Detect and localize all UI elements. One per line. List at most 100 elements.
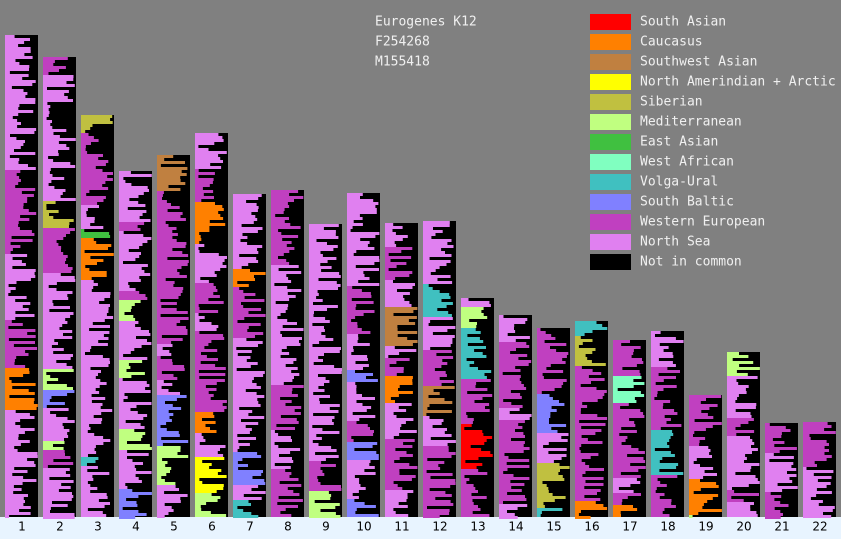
segment xyxy=(233,218,258,221)
segment xyxy=(461,355,487,358)
segment xyxy=(81,178,113,181)
segment xyxy=(689,488,701,491)
segment xyxy=(537,373,543,376)
segment xyxy=(727,394,739,397)
segment xyxy=(309,488,342,491)
segment xyxy=(271,415,281,418)
segment xyxy=(119,477,139,480)
segment xyxy=(157,173,187,176)
segment xyxy=(537,442,549,445)
chromosome-label: 15 xyxy=(546,520,561,534)
legend-label: East Asian xyxy=(640,135,718,150)
segment xyxy=(119,216,140,219)
segment xyxy=(537,340,545,343)
segment xyxy=(119,372,145,375)
segment xyxy=(195,235,201,238)
segment xyxy=(347,361,356,364)
segment xyxy=(157,419,172,422)
segment xyxy=(81,211,87,214)
segment xyxy=(461,424,472,427)
segment xyxy=(727,361,754,364)
chromosome-label: 20 xyxy=(736,520,751,534)
segment xyxy=(43,156,49,159)
segment xyxy=(613,460,646,463)
segment xyxy=(461,337,480,340)
chromosome-label: 19 xyxy=(698,520,713,534)
segment xyxy=(423,437,431,440)
segment xyxy=(613,451,645,454)
segment xyxy=(803,446,825,449)
segment xyxy=(271,304,289,307)
segment xyxy=(43,174,53,177)
segment xyxy=(233,500,249,503)
segment xyxy=(5,461,35,464)
segment xyxy=(5,245,21,248)
segment xyxy=(765,477,790,480)
segment xyxy=(803,452,825,455)
segment xyxy=(613,496,628,499)
segment xyxy=(5,110,34,113)
segment xyxy=(43,459,54,462)
segment xyxy=(43,492,72,495)
segment xyxy=(689,395,722,398)
segment xyxy=(43,327,60,330)
header-line: Eurogenes K12 xyxy=(375,15,477,30)
segment xyxy=(423,323,429,326)
segment xyxy=(271,328,304,331)
segment xyxy=(423,473,453,476)
segment xyxy=(385,277,396,280)
segment xyxy=(499,477,530,480)
segment xyxy=(613,412,644,415)
segment xyxy=(385,505,408,508)
segment xyxy=(727,514,758,517)
chromosome-label: 7 xyxy=(246,520,254,534)
segment xyxy=(119,171,131,174)
segment xyxy=(43,159,54,162)
segment xyxy=(347,379,378,382)
segment xyxy=(271,208,285,211)
segment xyxy=(423,305,447,308)
segment xyxy=(157,395,187,398)
header-line: F254268 xyxy=(375,35,430,50)
segment xyxy=(461,475,465,478)
segment xyxy=(195,439,206,442)
segment xyxy=(461,298,469,301)
segment xyxy=(423,314,452,317)
segment xyxy=(157,230,173,233)
segment xyxy=(461,310,482,313)
segment xyxy=(5,494,28,497)
segment xyxy=(81,118,111,121)
segment xyxy=(5,59,16,62)
segment xyxy=(5,62,20,65)
segment xyxy=(461,349,475,352)
segment xyxy=(119,249,129,252)
segment xyxy=(233,242,248,245)
segment xyxy=(157,170,182,173)
segment xyxy=(385,316,417,319)
segment xyxy=(575,456,591,459)
segment xyxy=(271,436,291,439)
segment xyxy=(727,397,738,400)
segment xyxy=(765,513,783,516)
segment xyxy=(195,370,199,373)
segment xyxy=(157,176,181,179)
segment xyxy=(727,454,746,457)
segment xyxy=(423,299,442,302)
segment xyxy=(651,385,677,388)
segment xyxy=(157,239,177,242)
segment xyxy=(195,379,225,382)
segment xyxy=(271,235,299,238)
segment xyxy=(423,254,452,257)
segment xyxy=(81,307,109,310)
segment xyxy=(119,306,132,309)
chromosome-label: 4 xyxy=(132,520,140,534)
segment xyxy=(423,242,448,245)
segment xyxy=(651,469,660,472)
segment xyxy=(347,490,359,493)
segment xyxy=(119,354,124,357)
segment xyxy=(233,302,241,305)
segment xyxy=(499,468,508,471)
segment xyxy=(309,248,334,251)
segment xyxy=(309,350,340,353)
segment xyxy=(651,331,661,334)
